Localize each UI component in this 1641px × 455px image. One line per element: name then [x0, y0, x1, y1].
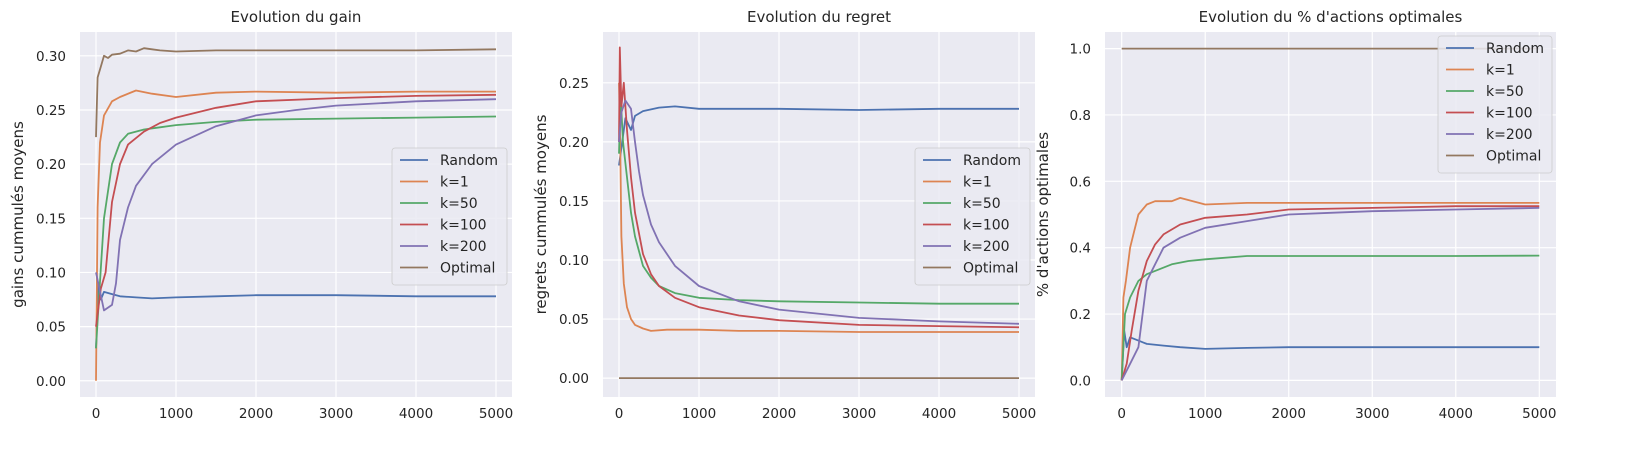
chart-title: Evolution du gain	[231, 8, 362, 26]
chart-panel-2: 0 1000 2000 3000 4000 5000 0.00 0.05 0.10 0.15 0.2…	[532, 8, 1036, 422]
y-tick-label: 0.00	[36, 374, 66, 390]
x-tick-label: 4000	[922, 406, 956, 422]
series-line-k-100	[95, 93, 497, 327]
legend-entry: Optimal	[1486, 149, 1541, 165]
series-line-random	[1120, 329, 1540, 381]
y-tick-label: 0.2	[1070, 307, 1091, 323]
x-tick-label: 0	[92, 406, 101, 422]
y-tick-label: 0.8	[1070, 108, 1091, 124]
x-tick-label: 0	[615, 406, 624, 422]
legend-entry: k=50	[440, 196, 478, 212]
legend-entry: k=1	[1486, 63, 1515, 79]
legend-entry: k=100	[1486, 106, 1533, 122]
x-tick-label: 5000	[1002, 406, 1036, 422]
series-line-k-1	[1120, 197, 1540, 381]
legend-entry: k=200	[963, 239, 1010, 255]
legend-entry: k=200	[440, 239, 487, 255]
series-line-k-1	[618, 82, 1019, 333]
chart-title: Evolution du % d'actions optimales	[1199, 8, 1463, 26]
legend-entry: k=1	[963, 175, 992, 191]
legend-entry: k=100	[440, 218, 487, 234]
legend-entry: k=50	[963, 196, 1001, 212]
y-tick-label: 0.05	[559, 312, 589, 328]
legend-entry: Random	[1486, 41, 1544, 57]
chart-panel-3: 0 1000 2000 3000 4000 5000 0.0 0.2 0.4 0.6 0.8 1.0 E…	[1034, 8, 1556, 422]
y-tick-label: 0.10	[36, 265, 66, 281]
series-line-k-1	[95, 89, 496, 381]
legend-entry: Optimal	[440, 261, 495, 277]
legend: Random k=1 k=50 k=100 k=200 Optimal	[914, 147, 1031, 286]
y-tick-label: 0.25	[559, 76, 589, 92]
series-line-k-100	[1120, 205, 1540, 381]
legend: Random k=1 k=50 k=100 k=200 Optimal	[391, 147, 508, 286]
x-tick-label: 1000	[682, 406, 716, 422]
y-tick-label: 0.0	[1070, 373, 1091, 389]
y-tick-label: 0.15	[36, 211, 66, 227]
x-tick-label: 3000	[1355, 406, 1389, 422]
x-tick-label: 5000	[1522, 406, 1556, 422]
series-line-optimal	[95, 47, 497, 138]
y-tick-label: 0.4	[1070, 241, 1091, 257]
x-tick-label: 0	[1117, 406, 1126, 422]
series-line-k-50	[95, 115, 497, 349]
legend-entry: Random	[440, 153, 498, 169]
legend-entry: k=1	[440, 175, 469, 191]
x-tick-label: 2000	[1272, 406, 1306, 422]
series-line-k-50	[618, 93, 1019, 305]
x-tick-label: 5000	[479, 406, 513, 422]
series-line-k-200	[95, 98, 497, 312]
x-tick-label: 4000	[1439, 406, 1473, 422]
chart-panel-1: 0 1000 2000 3000 4000 5000 0.00 0.05 0.10 0.15 0.2…	[9, 8, 513, 422]
y-tick-label: 0.15	[559, 194, 589, 210]
y-tick-label: 0.05	[36, 320, 66, 336]
legend-entry: k=50	[1486, 84, 1524, 100]
y-tick-label: 0.00	[559, 371, 589, 387]
legend-entry: Random	[963, 153, 1021, 169]
x-tick-label: 4000	[399, 406, 433, 422]
y-tick-label: 1.0	[1070, 42, 1091, 58]
y-axis-label: gains cummulés moyens	[9, 121, 27, 308]
x-tick-label: 3000	[319, 406, 353, 422]
x-tick-label: 2000	[239, 406, 273, 422]
y-tick-label: 0.6	[1070, 174, 1091, 190]
y-tick-label: 0.20	[559, 135, 589, 151]
y-axis-label: % d'actions optimales	[1034, 132, 1052, 297]
x-tick-label: 1000	[1188, 406, 1222, 422]
series-line-k-200	[1120, 207, 1540, 381]
legend-entry: k=200	[1486, 127, 1533, 143]
y-axis-label: regrets cummulés moyens	[532, 114, 550, 314]
legend: Random k=1 k=50 k=100 k=200 Optimal	[1437, 35, 1553, 174]
x-tick-label: 1000	[159, 406, 193, 422]
y-tick-label: 0.10	[559, 253, 589, 269]
y-tick-label: 0.30	[36, 49, 66, 65]
series-line-k-100	[618, 46, 1020, 329]
y-tick-label: 0.25	[36, 103, 66, 119]
x-tick-label: 3000	[842, 406, 876, 422]
series-line-k-50	[1120, 254, 1540, 381]
chart-title: Evolution du regret	[747, 8, 891, 26]
y-tick-label: 0.20	[36, 157, 66, 173]
legend-entry: k=100	[963, 218, 1010, 234]
legend-entry: Optimal	[963, 261, 1018, 277]
x-tick-label: 2000	[762, 406, 796, 422]
series-line-k-200	[618, 99, 1020, 325]
